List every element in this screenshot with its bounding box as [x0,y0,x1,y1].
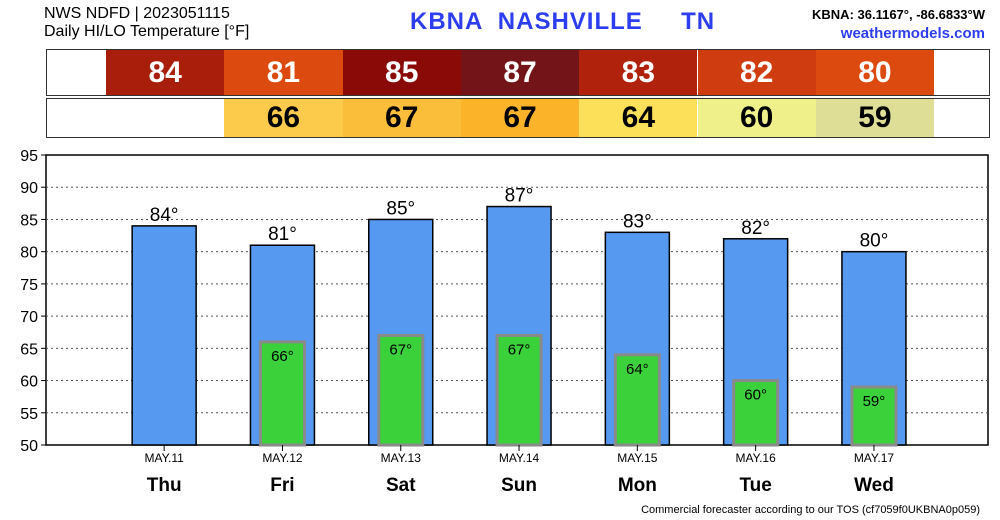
low-bar [732,379,780,447]
low-temp-cell: 67 [460,99,580,137]
high-bar-label: 82° [741,218,770,239]
y-tick-label: 55 [20,406,38,423]
y-tick-label: 95 [20,148,38,165]
day-label: Fri [270,475,294,496]
day-label: Sat [386,475,416,496]
low-bar-label: 59° [863,393,886,410]
date-label: MAY.17 [854,451,895,465]
high-temp-strip: 84 81 85 87 83 82 80 [46,49,990,96]
day-label: Mon [618,475,657,496]
station-title: KBNA NASHVILLE TN [410,8,716,35]
high-temp-cell: 83 [579,50,698,95]
low-temp-strip: 66 67 67 64 60 59 [46,98,990,138]
high-temp-cell: 84 [106,50,225,95]
day-label: Thu [147,475,182,496]
product-subtitle: Daily HI/LO Temperature [°F] [44,23,250,40]
high-bar [131,225,197,446]
day-label: Wed [854,475,894,496]
date-label: MAY.16 [736,451,777,465]
day-label: Tue [739,475,771,496]
station-coords: KBNA: 36.1167°, -86.6833°W [812,7,985,22]
product-title: NWS NDFD | 2023051115 [44,5,230,22]
low-temp-cell: 59 [815,99,935,137]
low-bar-label: 67° [508,341,531,358]
y-tick-label: 90 [20,180,38,197]
low-temp-cell: 67 [342,99,461,137]
low-bar-label: 60° [744,387,767,404]
date-label: MAY.12 [262,451,303,465]
y-tick-label: 85 [20,212,38,229]
low-bar [377,333,425,447]
date-label: MAY.11 [144,451,184,465]
high-bar-label: 83° [623,211,652,232]
website-link[interactable]: weathermodels.com [840,25,985,42]
high-bar-label: 85° [386,198,415,219]
high-temp-cell: 87 [460,50,580,95]
low-temp-cell: 66 [224,99,343,137]
header-right: KBNA: 36.1167°, -86.6833°W weathermodels… [812,5,985,43]
low-bar [613,353,661,447]
low-bar-label: 66° [271,348,294,365]
date-label: MAY.15 [617,451,658,465]
y-tick-label: 75 [20,277,38,294]
y-tick-label: 80 [20,245,38,262]
date-label: MAY.13 [381,451,422,465]
high-temp-cell: 85 [342,50,461,95]
low-temp-cell [106,99,225,137]
low-temp-cell: 64 [579,99,698,137]
high-bar-label: 84° [150,205,179,226]
low-bar-label: 67° [389,341,412,358]
header-left: NWS NDFD | 2023051115 Daily HI/LO Temper… [44,5,249,41]
high-temp-cell: 82 [697,50,816,95]
y-tick-label: 50 [20,438,38,455]
high-bar-label: 87° [505,186,534,207]
high-temp-cell: 81 [224,50,343,95]
footer-note: Commercial forecaster according to our T… [641,504,980,516]
y-tick-label: 70 [20,309,38,326]
low-temp-cell: 60 [697,99,816,137]
day-label: Sun [501,475,537,496]
low-bar-label: 64° [626,361,649,378]
high-bar-label: 81° [268,224,297,245]
date-label: MAY.14 [499,451,540,465]
high-temp-cell: 80 [815,50,935,95]
y-tick-label: 65 [20,341,38,358]
y-tick-label: 60 [20,374,38,391]
high-bar-label: 80° [860,231,889,252]
